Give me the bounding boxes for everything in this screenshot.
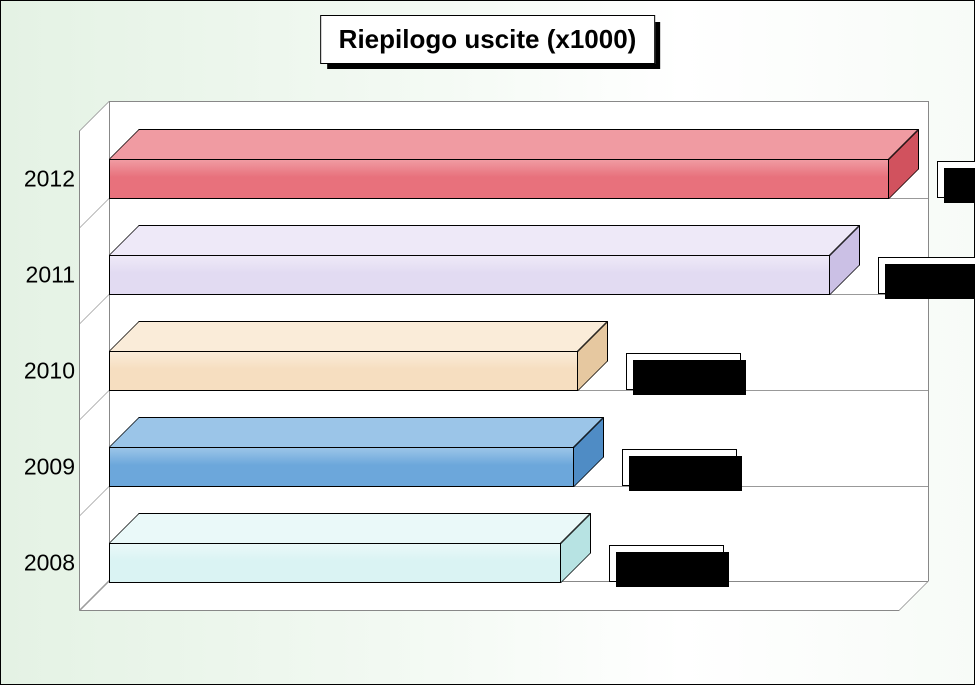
bar: [109, 351, 578, 391]
bar-front: [109, 255, 830, 295]
bar-top: [109, 513, 591, 543]
plot-area: 20082009201020112012 55.107,856.693,957.…: [109, 101, 929, 641]
y-axis: 20082009201020112012: [29, 101, 75, 581]
bar-top: [109, 417, 604, 447]
bar: [109, 447, 574, 487]
bar-top: [109, 225, 860, 255]
bar-front: [109, 159, 889, 199]
bar: [109, 255, 830, 295]
bar: [109, 543, 561, 583]
y-axis-label: 2012: [24, 168, 75, 191]
bar-top: [109, 321, 608, 351]
y-axis-label: 2011: [26, 264, 75, 287]
y-axis-label: 2010: [24, 360, 75, 383]
bar: [109, 159, 889, 199]
y-axis-label: 2008: [24, 552, 75, 575]
y-axis-label: 2009: [24, 456, 75, 479]
chart-frame: Riepilogo uscite (x1000) 200820092010201…: [0, 0, 975, 685]
chart-title: Riepilogo uscite (x1000): [320, 15, 656, 64]
bar-front: [109, 543, 561, 583]
bar-front: [109, 447, 574, 487]
chart-title-box: Riepilogo uscite (x1000): [320, 15, 656, 64]
data-label: 87.959,1: [878, 257, 975, 294]
data-label: 57.160,3: [626, 353, 742, 390]
bar-top: [109, 129, 919, 159]
data-label: 95.131,7: [937, 161, 975, 198]
data-label: 55.107,8: [609, 545, 725, 582]
bar-front: [109, 351, 578, 391]
data-label: 56.693,9: [622, 449, 738, 486]
bars-layer: 55.107,856.693,957.160,387.959,195.131,7: [79, 131, 899, 611]
